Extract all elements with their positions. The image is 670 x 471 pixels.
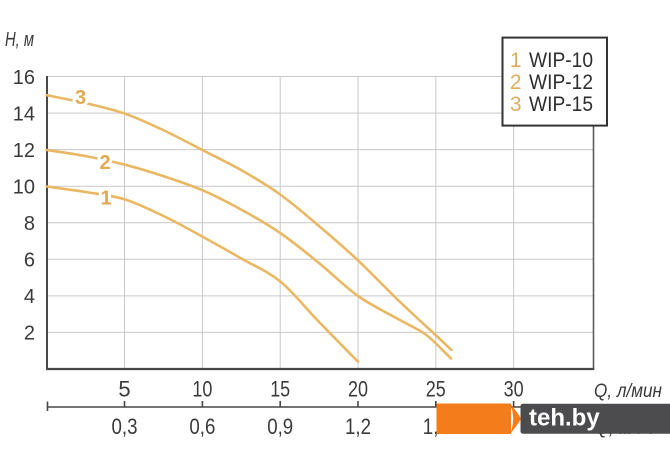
svg-text:25: 25 [426,377,446,402]
svg-text:WIP-12: WIP-12 [529,71,593,94]
svg-text:15: 15 [270,377,290,402]
svg-text:Q, л/мин: Q, л/мин [594,381,662,402]
svg-text:14: 14 [13,103,35,125]
svg-text:3: 3 [510,93,522,116]
svg-text:1,2: 1,2 [345,414,371,439]
svg-text:16: 16 [13,67,35,89]
svg-text:WIP-10: WIP-10 [529,49,593,72]
svg-text:0,9: 0,9 [267,414,293,439]
svg-text:0,6: 0,6 [189,414,215,439]
svg-text:2: 2 [24,323,35,345]
svg-text:0,3: 0,3 [112,414,138,439]
svg-text:10: 10 [192,377,212,402]
svg-text:1: 1 [510,49,522,72]
svg-text:WIP-15: WIP-15 [529,93,593,116]
svg-text:8: 8 [24,213,35,235]
svg-text:3: 3 [75,87,86,109]
svg-text:12: 12 [13,140,35,162]
svg-text:1: 1 [100,188,111,210]
svg-text:2: 2 [510,71,522,94]
svg-text:2: 2 [99,152,110,174]
svg-text:4: 4 [24,286,35,308]
svg-text:teh.by: teh.by [529,405,600,432]
svg-text:5: 5 [118,377,130,402]
svg-text:6: 6 [24,250,35,272]
svg-text:H, м: H, м [5,29,34,51]
svg-text:30: 30 [504,377,524,402]
svg-text:20: 20 [348,377,368,402]
svg-text:10: 10 [13,177,35,199]
